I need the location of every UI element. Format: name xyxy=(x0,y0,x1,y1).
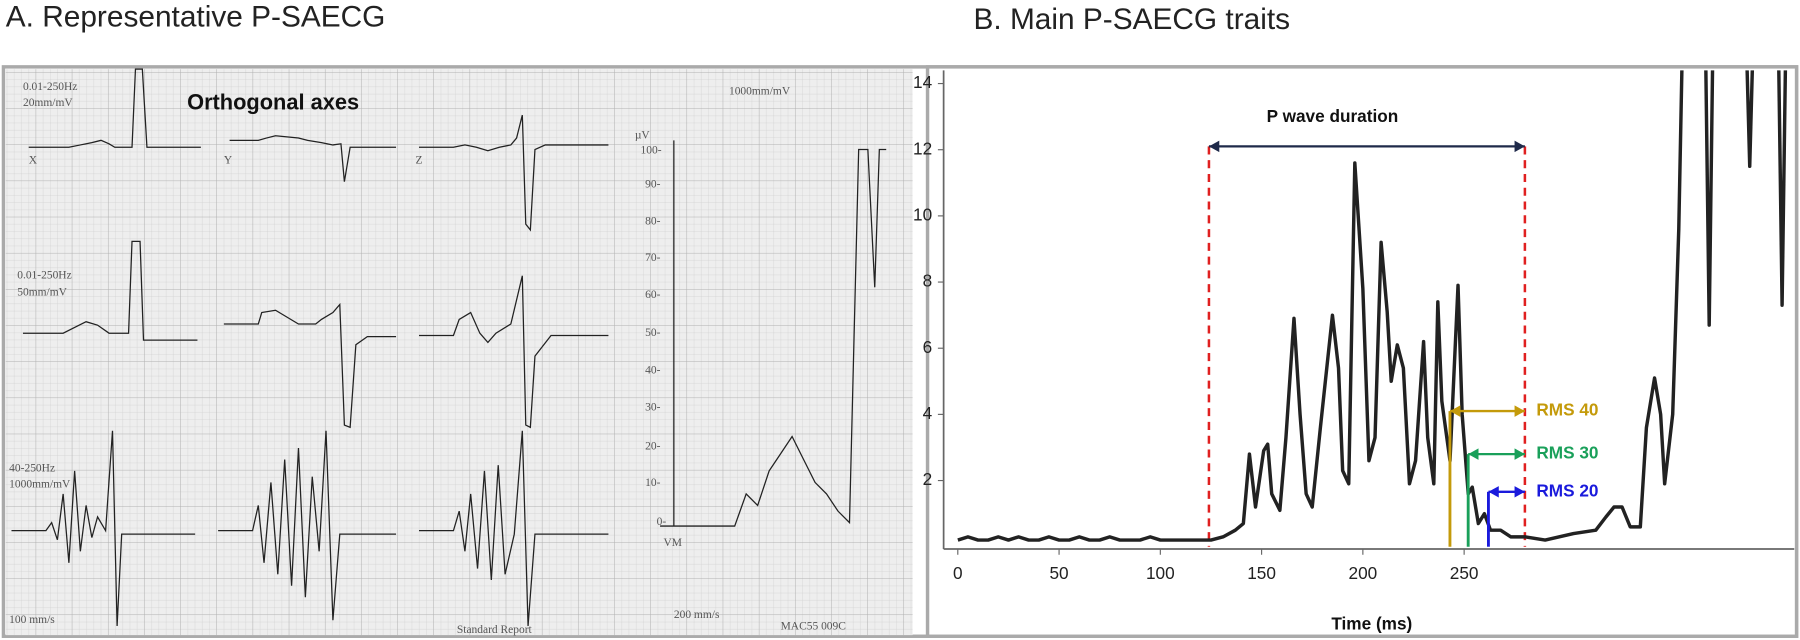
ecg-label: 60- xyxy=(645,289,660,301)
ecg-label: Z xyxy=(416,155,423,167)
ecg-label: 40-250Hz xyxy=(9,462,55,474)
ecg-label: Standard Report xyxy=(457,624,533,636)
x-tick-label: 250 xyxy=(1450,563,1479,583)
ecg-label: 100 mm/s xyxy=(9,614,55,626)
y-tick-label: 8 xyxy=(923,271,933,291)
arrow-head xyxy=(1488,486,1499,498)
arrow-head xyxy=(1468,448,1479,460)
ecg-label: 0.01-250Hz xyxy=(23,81,77,93)
panel-a-title: A. Representative P-SAECG xyxy=(6,1,386,34)
y-tick-label: 12 xyxy=(913,138,932,158)
ecg-label: 200 mm/s xyxy=(674,609,720,621)
annotation-label: P wave duration xyxy=(1267,106,1399,126)
x-tick-label: 200 xyxy=(1349,563,1378,583)
plot-area xyxy=(957,70,1788,542)
ecg-label: 1000mm/mV xyxy=(729,86,791,98)
y-tick-label: 14 xyxy=(913,72,933,92)
annotation-label: RMS 30 xyxy=(1536,443,1598,463)
ecg-label: 100- xyxy=(641,144,662,156)
ecg-label: 50mm/mV xyxy=(17,287,67,299)
arrow-head xyxy=(1514,140,1525,153)
arrow-head xyxy=(1449,405,1461,417)
ecg-label: 80- xyxy=(645,215,660,227)
ecg-label: 0- xyxy=(657,516,667,528)
ecg-photo: Orthogonal axes xyxy=(5,68,913,636)
ecg-label: 20mm/mV xyxy=(23,97,73,109)
ecg-label: 90- xyxy=(645,179,660,191)
ecg-label: Y xyxy=(224,155,232,167)
y-tick-label: 6 xyxy=(923,337,933,357)
ecg-label: X xyxy=(29,155,38,167)
annotation-label: RMS 40 xyxy=(1536,400,1598,420)
ecg-label: VM xyxy=(664,537,682,549)
ecg-label: 10- xyxy=(645,477,660,489)
y-tick-label: 2 xyxy=(923,469,933,489)
ecg-label: 1000mm/mV xyxy=(9,478,71,490)
x-tick-label: 150 xyxy=(1247,563,1276,583)
panel-b-frame xyxy=(925,65,1799,638)
arrow-head xyxy=(1514,405,1525,417)
arrow-head xyxy=(1208,140,1220,153)
ecg-label: 50- xyxy=(645,327,660,339)
chart-title: B. Main P-SAECG traits xyxy=(973,3,1290,36)
ecg-label: 20- xyxy=(645,440,660,452)
x-tick-label: 100 xyxy=(1146,563,1175,583)
ecg-label: 40- xyxy=(645,365,660,377)
signal-line xyxy=(957,70,1788,542)
ecg-label: MAC55 009C xyxy=(781,621,847,633)
annotation-label: RMS 20 xyxy=(1536,480,1598,500)
ecg-label: 0.01-250Hz xyxy=(17,269,71,281)
x-tick-label: 50 xyxy=(1049,563,1068,583)
ecg-heading: Orthogonal axes xyxy=(187,89,359,114)
y-tick-label: 4 xyxy=(923,403,933,423)
y-tick-label: 10 xyxy=(913,204,932,224)
ecg-label: µV xyxy=(635,129,651,141)
arrow-head xyxy=(1514,448,1525,460)
ecg-label: 30- xyxy=(645,401,660,413)
arrow-head xyxy=(1514,486,1525,498)
x-tick-label: 0 xyxy=(953,563,963,583)
ecg-label: 70- xyxy=(645,252,660,264)
x-axis-label: Time (ms) xyxy=(1331,613,1412,633)
